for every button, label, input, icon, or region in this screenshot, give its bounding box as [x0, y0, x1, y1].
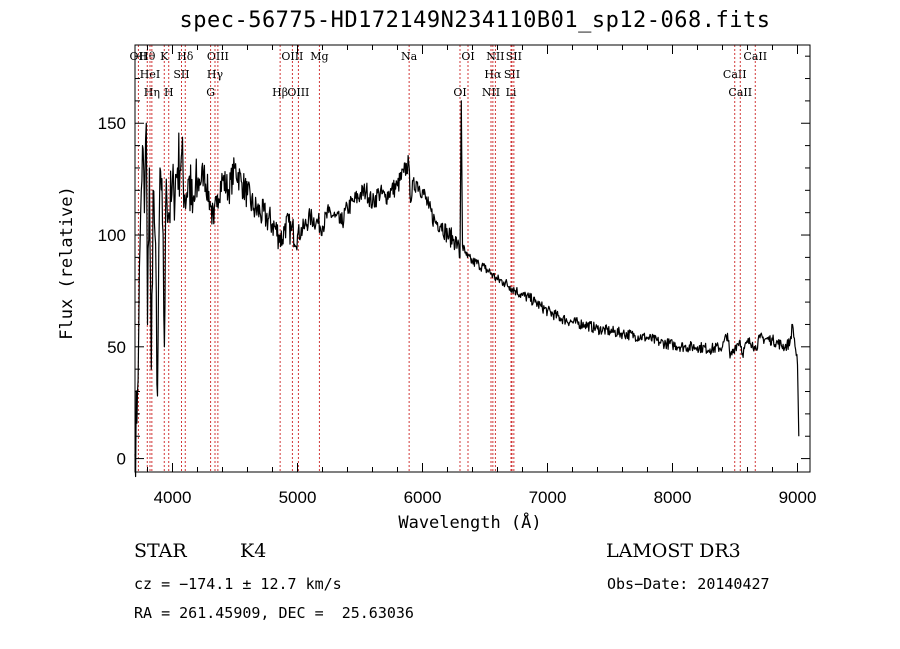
x-axis-label: Wavelength (Å)	[398, 511, 541, 533]
obs-date: Obs−Date: 20140427	[607, 575, 770, 593]
line-marker-label: SII	[173, 68, 189, 81]
line-marker-label: OI	[461, 50, 474, 63]
line-marker-label: Hβ	[272, 86, 288, 99]
line-marker-label: OIII	[207, 50, 229, 63]
y-axis-label: Flux (relative)	[57, 186, 77, 340]
y-axis: 0 50 100 150	[98, 55, 810, 469]
line-marker-label: SII	[504, 68, 520, 81]
survey-label: LAMOST DR3	[606, 540, 741, 562]
x-tick-label: 4000	[154, 488, 192, 507]
plot-frame	[134, 44, 811, 473]
x-tick-label: 9000	[779, 488, 817, 507]
spectrum-line	[134, 100, 800, 478]
x-tick-label: 6000	[404, 488, 442, 507]
line-marker-label: OIII	[281, 50, 303, 63]
line-marker-label: Li	[506, 86, 517, 99]
line-marker-label: G	[206, 86, 215, 99]
line-marker-label: SII	[506, 50, 522, 63]
object-class: STAR	[134, 540, 187, 562]
coordinates: RA = 261.45909, DEC = 25.63036	[134, 604, 414, 622]
line-marker-label: K	[160, 50, 169, 63]
line-marker-label: CaII	[723, 68, 747, 81]
y-tick-label: 150	[98, 114, 126, 133]
y-tick-label: 50	[107, 338, 126, 357]
x-tick-label: 5000	[279, 488, 317, 507]
line-marker-label: Hθ	[139, 50, 156, 63]
line-marker-label: Na	[401, 50, 418, 63]
x-tick-label: 7000	[529, 488, 567, 507]
chart-title: spec-56775-HD172149N234110B01_sp12-068.f…	[179, 8, 771, 33]
line-marker-label: H	[164, 86, 174, 99]
redshift-cz: cz = −174.1 ± 12.7 km/s	[134, 575, 342, 593]
subclass: K4	[240, 540, 267, 562]
x-tick-label: 8000	[654, 488, 692, 507]
line-marker-label: Hα	[484, 68, 502, 81]
line-marker-label: CaII	[743, 50, 767, 63]
line-marker-label: NII	[486, 50, 504, 63]
line-marker-label: OI	[453, 86, 466, 99]
y-tick-label: 0	[117, 450, 126, 469]
line-marker-label: Hγ	[207, 68, 224, 81]
line-marker-label: HeI	[140, 68, 160, 81]
x-axis: 4000 5000 6000 7000 8000 9000	[147, 45, 817, 507]
line-marker-label: CaII	[728, 86, 752, 99]
y-tick-label: 100	[98, 226, 126, 245]
line-marker-label: NII	[482, 86, 500, 99]
line-marker-label: Hδ	[177, 50, 194, 63]
line-marker-label: OIII	[287, 86, 309, 99]
line-marker-label: Hη	[144, 86, 160, 99]
line-marker-label: Mg	[310, 50, 328, 63]
